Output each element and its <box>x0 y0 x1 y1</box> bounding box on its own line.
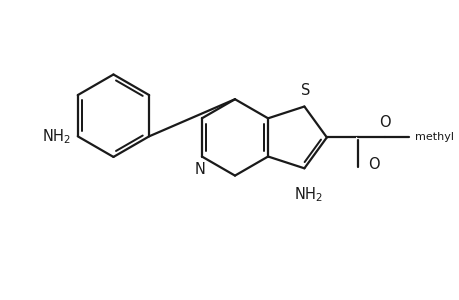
Text: O: O <box>367 157 378 172</box>
Text: N: N <box>194 162 205 177</box>
Text: O: O <box>378 115 390 130</box>
Text: NH$_2$: NH$_2$ <box>42 127 71 146</box>
Text: methyl: methyl <box>414 132 453 142</box>
Text: S: S <box>300 83 309 98</box>
Text: NH$_2$: NH$_2$ <box>293 185 322 204</box>
